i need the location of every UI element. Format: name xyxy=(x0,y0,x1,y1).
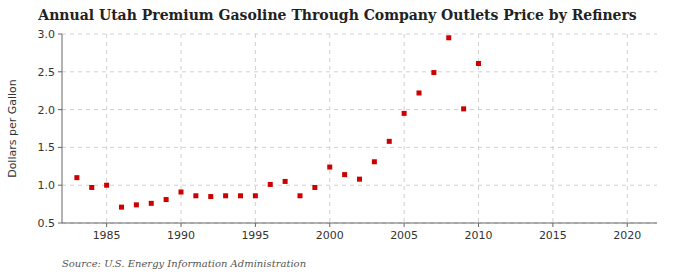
x-tick-label: 1985 xyxy=(93,229,121,242)
title: Annual Utah Premium Gasoline Through Com… xyxy=(37,7,637,23)
point xyxy=(417,90,422,95)
point xyxy=(312,185,317,190)
y-tick-label: 0.5 xyxy=(38,217,56,230)
point xyxy=(476,61,481,66)
x-tick xyxy=(627,223,628,227)
y-tick xyxy=(58,109,62,110)
x-tick xyxy=(329,223,330,227)
x-tick-label: 1990 xyxy=(167,229,195,242)
axes: 1985 1990 1995 2000 2005 2010 2015 2020 0.5 1.0 1.… xyxy=(38,28,658,242)
x-tick xyxy=(552,223,553,227)
point xyxy=(283,179,288,184)
x-tick-label: 2010 xyxy=(465,229,493,242)
point xyxy=(342,172,347,177)
point xyxy=(431,70,436,75)
y-grid-line xyxy=(62,109,657,110)
x-grid-line xyxy=(181,34,182,223)
x-tick xyxy=(181,223,182,227)
point xyxy=(446,35,451,40)
y-tick xyxy=(58,223,62,224)
point xyxy=(164,197,169,202)
y-tick-label: 3.0 xyxy=(38,28,56,41)
y-grid-line xyxy=(62,223,657,224)
y-grid-line xyxy=(62,34,657,35)
x-tick xyxy=(106,223,107,227)
point xyxy=(298,193,303,198)
x-grid-line xyxy=(627,34,628,223)
x-grid-line xyxy=(106,34,107,223)
point xyxy=(253,193,258,198)
y-tick-label: 1.5 xyxy=(38,141,56,154)
y-grid-line xyxy=(62,185,657,186)
x-tick xyxy=(404,223,405,227)
y-tick xyxy=(58,34,62,35)
point xyxy=(387,139,392,144)
point xyxy=(208,194,213,199)
y-tick-label: 2.5 xyxy=(38,66,56,79)
y-tick xyxy=(58,185,62,186)
x-tick xyxy=(255,223,256,227)
point xyxy=(223,193,228,198)
x-axis-line xyxy=(62,223,657,224)
point xyxy=(104,183,109,188)
x-tick-label: 2020 xyxy=(613,229,641,242)
point xyxy=(238,193,243,198)
y-tick xyxy=(58,147,62,148)
point xyxy=(134,202,139,207)
point xyxy=(268,182,273,187)
x-grid-line xyxy=(404,34,405,223)
y-tick-label: 1.0 xyxy=(38,179,56,192)
point xyxy=(357,177,362,182)
y-grid-line xyxy=(62,147,657,148)
point xyxy=(89,185,94,190)
point xyxy=(327,165,332,170)
x-tick-label: 2015 xyxy=(539,229,567,242)
source-note: Source: U.S. Energy Information Administ… xyxy=(62,258,306,269)
y-axis-label: Dollars per Gallon xyxy=(6,79,19,178)
point xyxy=(179,190,184,195)
x-tick-label: 1995 xyxy=(241,229,269,242)
grid xyxy=(62,34,657,223)
y-tick-label: 2.0 xyxy=(38,104,56,117)
chart: 1985 1990 1995 2000 2005 2010 2015 2020 0.5 1.0 1.… xyxy=(0,0,675,275)
y-tick xyxy=(58,71,62,72)
y-axis-line xyxy=(62,34,63,223)
x-grid-line xyxy=(552,34,553,223)
point xyxy=(149,201,154,206)
x-tick-label: 2005 xyxy=(390,229,418,242)
point xyxy=(402,111,407,116)
point xyxy=(193,193,198,198)
x-tick-label: 2000 xyxy=(316,229,344,242)
x-tick xyxy=(478,223,479,227)
point xyxy=(119,205,124,210)
point xyxy=(74,175,79,180)
point xyxy=(461,106,466,111)
y-grid-line xyxy=(62,71,657,72)
points xyxy=(74,35,481,209)
x-grid-line xyxy=(329,34,330,223)
point xyxy=(372,159,377,164)
